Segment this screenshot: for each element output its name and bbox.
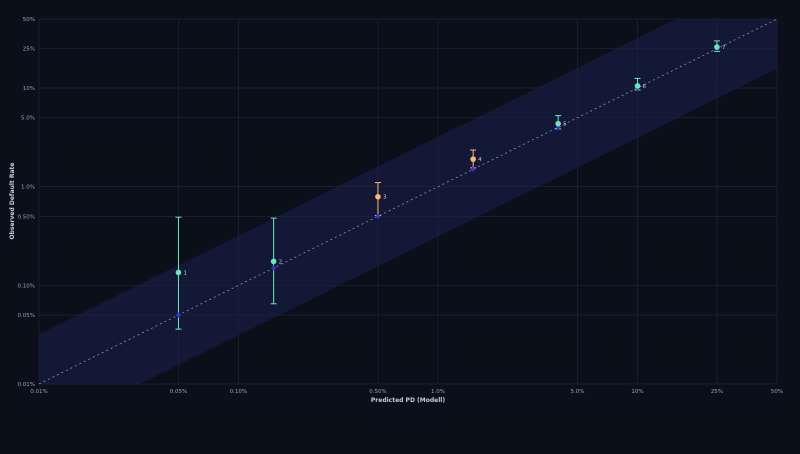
grade-point-5: 5 — [555, 115, 567, 130]
observed-point — [634, 83, 641, 89]
x-tick-label: 0.10% — [230, 389, 247, 395]
y-tick-label: 0.50% — [18, 214, 35, 220]
y-tick-label: 0.05% — [18, 313, 35, 319]
x-tick-label: 0.01% — [30, 389, 47, 395]
perfect-calibration-line — [38, 18, 778, 385]
y-tick-label: 5.0% — [21, 116, 35, 122]
y-tick-label: 25% — [23, 47, 35, 53]
y-tick-label: 0.01% — [18, 382, 35, 388]
y-tick-label: 0.10% — [18, 283, 35, 289]
grade-point-4: 4 — [470, 149, 482, 172]
grade-label: 4 — [478, 157, 482, 163]
x-tick-label: 25% — [711, 389, 723, 395]
grade-label: 7 — [722, 45, 726, 51]
grade-label: 6 — [643, 84, 647, 90]
data-points: 1 2 3 4 5 6 7 — [175, 40, 726, 330]
grade-point-2: 2 — [270, 217, 283, 305]
y-tick-labels: 0.01% 0.05% 0.10% 0.50% 1.0% 5.0% 10% 25% 50% — [18, 17, 35, 388]
y-axis-label: Observed Default Rate — [9, 163, 16, 240]
grade-point-1: 1 — [175, 216, 187, 330]
grade-point-6: 6 — [634, 77, 647, 91]
predicted-marker — [470, 166, 476, 172]
x-tick-label: 0.50% — [369, 389, 386, 395]
y-tick-label: 10% — [23, 86, 35, 92]
observed-point — [375, 193, 381, 200]
x-tick-label: 50% — [771, 389, 783, 395]
x-axis-label: Predicted PD (Modell) — [371, 397, 445, 404]
y-tick-label: 50% — [23, 17, 35, 23]
grade-label: 3 — [383, 195, 387, 201]
grade-label: 5 — [563, 122, 567, 128]
grade-point-3: 3 — [374, 182, 387, 219]
x-tick-labels: 0.01% 0.05% 0.10% 0.50% 1.0% 5.0% 10% 25% 50% — [30, 389, 783, 395]
y-tick-label: 1.0% — [21, 185, 35, 191]
observed-point — [270, 258, 277, 265]
diagonal-line — [38, 18, 778, 385]
x-tick-label: 1.0% — [431, 389, 445, 395]
observed-point — [714, 44, 720, 50]
predicted-marker — [271, 265, 277, 271]
observed-point — [175, 269, 182, 276]
x-tick-label: 10% — [631, 389, 643, 395]
observed-point — [470, 156, 476, 162]
grade-point-7: 7 — [713, 40, 726, 52]
x-tick-label: 5.0% — [570, 389, 584, 395]
predicted-marker — [175, 312, 182, 318]
predicted-marker — [375, 213, 381, 219]
x-tick-label: 0.05% — [170, 389, 187, 395]
observed-point — [555, 120, 561, 127]
grade-label: 2 — [279, 259, 283, 265]
grade-label: 1 — [183, 270, 187, 276]
